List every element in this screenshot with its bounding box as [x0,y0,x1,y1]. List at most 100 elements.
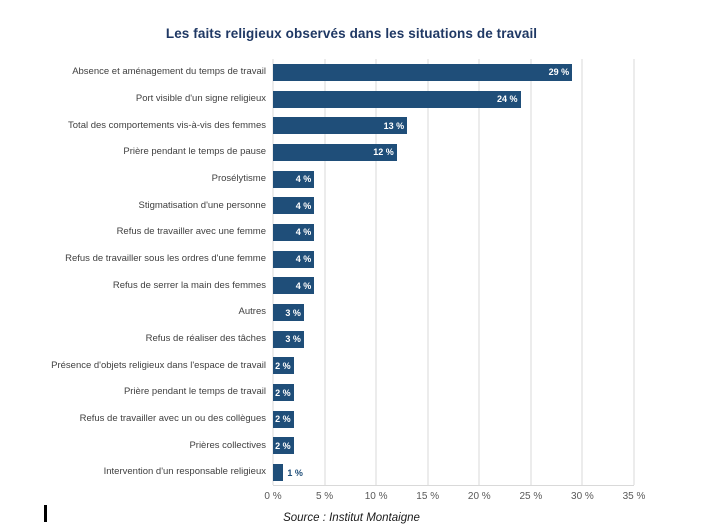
value-label: 13 % [383,120,405,131]
x-tick-label: 0 % [264,491,282,502]
value-label: 4 % [295,227,312,238]
bar-track: 3 % [273,330,634,348]
bar: 4 % [273,250,315,268]
bar-row: Stigmatisation d'une personne 4 % [40,192,634,219]
category-label: Prières collectives [189,439,266,451]
x-tick-label: 20 % [467,491,491,502]
value-label: 24 % [497,94,518,105]
bar-track: 4 % [273,277,634,295]
bar-track: 4 % [273,223,634,241]
value-label: 12 % [373,147,394,158]
bar: 4 % [273,170,315,188]
category-label: Total des comportements vis-à-vis des fe… [68,119,266,131]
chart-title: Les faits religieux observés dans les si… [165,26,538,41]
value-label: 2 % [275,414,291,425]
bar-track: 2 % [273,410,634,428]
bar-track: 4 % [273,250,634,268]
category-label: Refus de réaliser des tâches [145,333,266,344]
value-label: 4 % [295,200,312,211]
bar-track: 1 % [273,464,634,482]
text-cursor-artifact [44,505,47,522]
x-tick-label: 30 % [571,491,594,502]
bar: 2 % [273,384,294,402]
bar-row: Autres 3 % [40,299,634,326]
category-label: Prière pendant le temps de travail [123,386,266,398]
bar-rows: Absence et aménagement du temps de trava… [40,59,634,486]
value-label: 2 % [275,360,291,371]
source-caption: Source : Institut Montaigne [283,512,420,524]
gridline [375,59,377,485]
bar [273,464,284,482]
bar-track: 3 % [273,304,634,322]
value-label: 1 % [287,467,303,478]
category-label: Port visible d'un signe religieux [135,92,266,104]
x-tick-label: 15 % [416,491,440,502]
bar: 12 % [273,143,397,161]
bar-row: Refus de travailler avec une femme 4 % [40,219,634,246]
bar: 4 % [273,277,315,295]
category-label: Absence et aménagement du temps de trava… [72,66,266,78]
bar: 29 % [273,63,573,81]
value-label: 4 % [295,174,312,185]
gridline [324,59,326,485]
gridline [427,59,429,485]
x-tick-label: 35 % [622,491,646,502]
bar: 2 % [273,357,294,375]
x-tick-label: 25 % [519,491,543,502]
bar-track: 4 % [273,170,634,188]
value-label: 2 % [275,440,291,451]
bar-row: Refus de travailler avec un ou des collè… [40,406,634,433]
bar-row: Prosélytisme 4 % [40,166,634,193]
x-tick-label: 5 % [315,491,334,502]
bar: 24 % [273,90,521,108]
value-label: 3 % [285,334,301,345]
bar-row: Port visible d'un signe religieux 24 % [40,86,634,113]
bar-chart: Absence et aménagement du temps de trava… [40,59,645,508]
category-label: Présence d'objets religieux dans l'espac… [51,359,266,371]
gridline [478,59,480,485]
bar-track: 2 % [273,357,634,375]
x-tick-label: 10 % [364,491,388,502]
bar-track: 2 % [273,384,634,402]
category-label: Refus de travailler sous les ordres d'un… [65,252,266,264]
category-label: Refus de serrer la main des femmes [112,279,266,291]
category-label: Intervention d'un responsable religieux [103,466,266,478]
category-label: Refus de travailler avec une femme [116,226,266,238]
x-axis: 0 % 5 % 10 % 15 % 20 % 25 % 30 % 35 % [264,486,645,508]
category-label: Stigmatisation d'une personne [138,199,266,211]
bar-row: Prière pendant le temps de travail 2 % [40,379,634,406]
bar-row: Total des comportements vis-à-vis des fe… [40,112,634,139]
bar-track: 4 % [273,197,634,215]
value-label: 2 % [275,387,291,398]
value-label: 4 % [295,280,312,291]
bar: 4 % [273,223,315,241]
bar-row: Présence d'objets religieux dans l'espac… [40,353,634,380]
bar-track: 2 % [273,437,634,455]
bar: 2 % [273,410,294,428]
bar: 2 % [273,437,294,455]
category-label: Refus de travailler avec un ou des collè… [79,413,266,425]
category-label: Prière pendant le temps de pause [123,146,266,158]
bar-row: Intervention d'un responsable religieux 1… [40,459,634,486]
bar: 4 % [273,197,315,215]
category-label: Autres [238,306,266,318]
value-label: 4 % [295,254,312,265]
bar: 13 % [273,117,408,135]
bar-row: Refus de réaliser des tâches 3 % [40,326,634,353]
gridline [633,59,635,485]
value-label: 29 % [548,67,570,78]
gridline [581,59,583,485]
bar-row: Refus de travailler sous les ordres d'un… [40,246,634,273]
plot-area: Absence et aménagement du temps de trava… [40,59,635,486]
bar-row: Refus de serrer la main des femmes 4 % [40,273,634,300]
bar: 3 % [273,330,304,348]
bar: 3 % [273,304,304,322]
gridline-layer [272,59,635,486]
bar-row: Prières collectives 2 % [40,433,634,460]
bar-track: 24 % [273,90,634,108]
gridline [530,59,532,485]
gridline [272,59,274,485]
bar-track: 12 % [273,143,634,161]
bar-track: 29 % [273,63,634,81]
